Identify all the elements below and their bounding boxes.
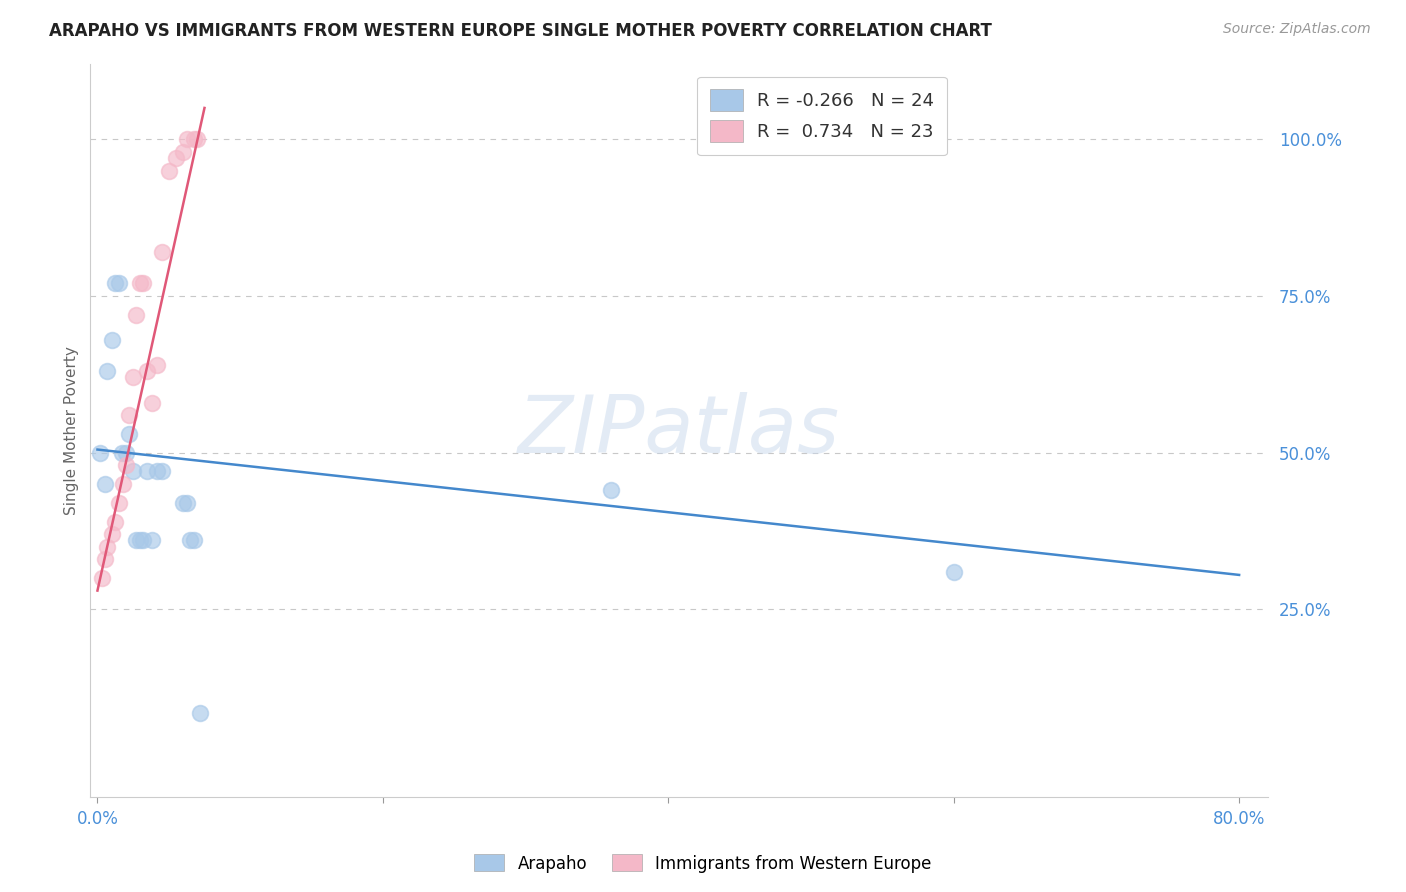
Point [176,132,198,146]
Point [600,483,623,498]
Point [141,533,163,548]
Point [129,277,152,291]
Point [122,465,145,479]
Point [125,533,148,548]
Point [183,533,205,548]
Text: Source: ZipAtlas.com: Source: ZipAtlas.com [1223,22,1371,37]
Point [172,145,194,159]
Point [100,333,122,347]
Point [111,445,134,459]
Point [183,132,205,146]
Point [141,395,163,409]
Point [115,458,138,473]
Point [179,533,201,548]
Point [118,426,141,441]
Point [146,465,169,479]
Point [132,533,155,548]
Point [103,515,125,529]
Point [89,445,111,459]
Point [90,571,112,585]
Point [122,370,145,384]
Point [157,163,180,178]
Point [96,364,118,378]
Point [132,277,155,291]
Y-axis label: Single Mother Poverty: Single Mother Poverty [65,346,79,516]
Point [165,151,187,165]
Point [172,496,194,510]
Point [150,465,173,479]
Text: ARAPAHO VS IMMIGRANTS FROM WESTERN EUROPE SINGLE MOTHER POVERTY CORRELATION CHAR: ARAPAHO VS IMMIGRANTS FROM WESTERN EUROP… [49,22,993,40]
Point [115,445,138,459]
Point [108,277,131,291]
Point [146,358,169,372]
Point [108,496,131,510]
Text: ZIPatlas: ZIPatlas [517,392,839,470]
Point [188,706,211,720]
Legend: Arapaho, Immigrants from Western Europe: Arapaho, Immigrants from Western Europe [468,847,938,880]
Point [129,533,152,548]
Point [150,245,173,260]
Point [103,277,125,291]
Point [93,552,115,566]
Point [112,477,135,491]
Point [125,308,148,322]
Point [942,565,965,579]
Point [96,540,118,554]
Point [118,408,141,422]
Point [136,364,159,378]
Legend: R = -0.266   N = 24, R =  0.734   N = 23: R = -0.266 N = 24, R = 0.734 N = 23 [697,77,946,155]
Point [136,465,159,479]
Point [100,527,122,541]
Point [176,496,198,510]
Point [186,132,208,146]
Point [93,477,115,491]
